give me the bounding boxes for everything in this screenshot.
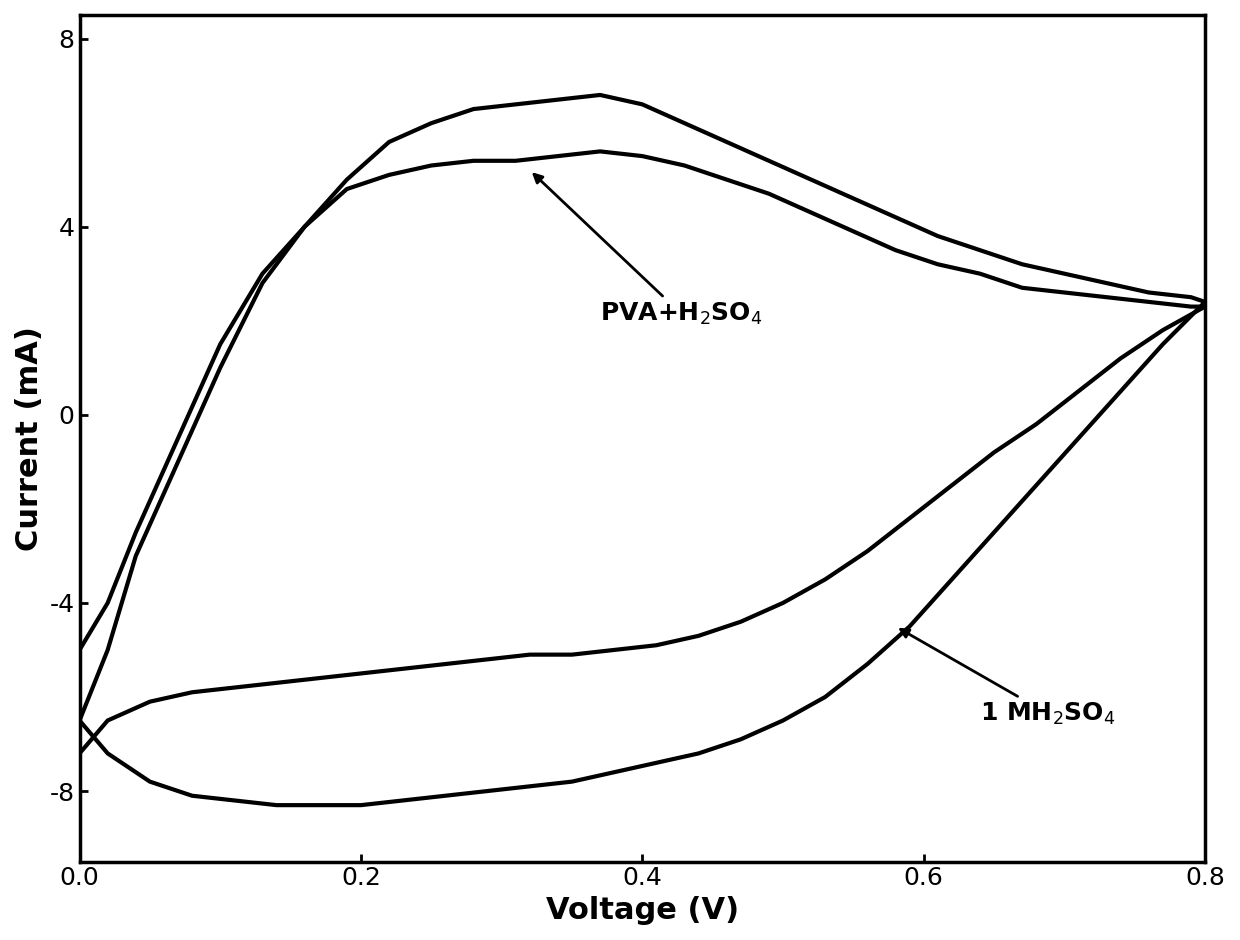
- Text: 1 MH$_2$SO$_4$: 1 MH$_2$SO$_4$: [900, 630, 1116, 727]
- X-axis label: Voltage (V): Voltage (V): [546, 896, 739, 925]
- Y-axis label: Current (mA): Current (mA): [15, 326, 43, 551]
- Text: PVA+H$_2$SO$_4$: PVA+H$_2$SO$_4$: [534, 174, 763, 327]
